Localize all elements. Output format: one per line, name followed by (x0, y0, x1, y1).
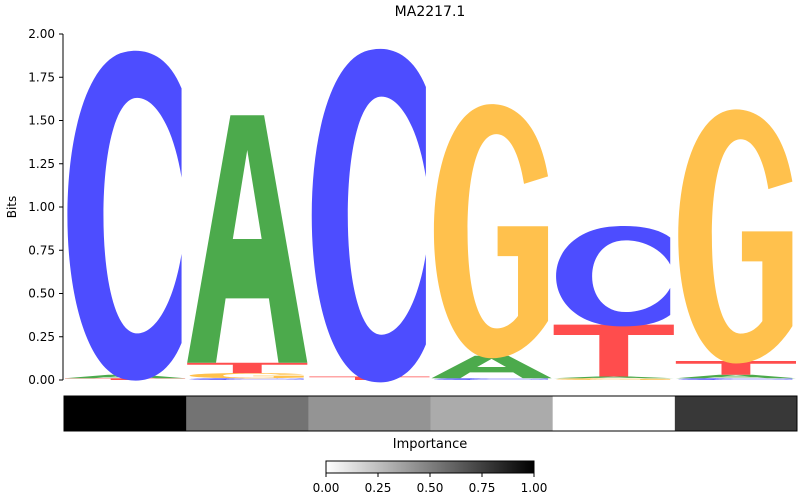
logo-letter-G-pos2 (189, 373, 304, 379)
logo-letter-A-pos4 (431, 355, 552, 379)
importance-cell (552, 396, 676, 431)
importance-cell (64, 396, 187, 431)
logo-letter-C-pos2 (189, 378, 304, 381)
logo-letter-A-pos6 (675, 374, 796, 379)
logo-letter-A-pos5 (553, 376, 674, 379)
y-axis: 0.00 0.25 0.50 0.75 1.00 1.25 1.50 1.75 2.00 (28, 27, 64, 387)
logo-letter-C-pos4 (433, 378, 549, 381)
logo-letter-C-pos5 (556, 226, 671, 327)
logo-letter-C-pos6 (678, 378, 793, 381)
importance-heatmap (63, 395, 798, 432)
y-tick-label: 2.00 (28, 27, 55, 41)
colorbar-tick-label: 0.25 (365, 481, 392, 495)
y-tick-label: 0.50 (28, 287, 55, 301)
logo-letter-C-pos1 (67, 50, 182, 381)
logo-letter-C-pos3 (311, 48, 426, 383)
logo-letter-A-pos1 (65, 374, 186, 379)
colorbar-tick-label: 0.00 (313, 481, 340, 495)
colorbar-tick-label: 0.75 (469, 481, 496, 495)
importance-frame (63, 395, 798, 432)
logo-letter-G-pos5 (556, 378, 671, 381)
y-tick-label: 1.75 (28, 70, 55, 84)
logo-letter-G-pos4 (433, 104, 549, 359)
importance-cell (674, 396, 798, 431)
logo-area (65, 48, 796, 383)
chart-title: MA2217.1 (395, 4, 466, 20)
y-tick-label: 1.00 (28, 200, 55, 214)
logo-letter-T-pos6 (675, 360, 796, 375)
colorbar-gradient (325, 460, 535, 474)
logo-letter-A-pos2 (187, 115, 308, 363)
y-tick-label: 0.00 (28, 373, 55, 387)
importance-label: Importance (393, 437, 468, 452)
importance-colorbar: 0.00 0.25 0.50 0.75 1.00 (313, 460, 548, 495)
logo-letter-T-pos5 (553, 324, 674, 377)
y-tick-label: 0.25 (28, 330, 55, 344)
importance-cell (430, 396, 554, 431)
colorbar-tick-label: 1.00 (521, 481, 548, 495)
importance-cell (186, 396, 309, 431)
importance-cell (308, 396, 431, 431)
y-tick-label: 1.25 (28, 157, 55, 171)
logo-letter-G-pos6 (678, 109, 793, 364)
y-axis-label: Bits (5, 196, 19, 219)
y-tick-label: 0.75 (28, 243, 55, 257)
colorbar-tick-label: 0.50 (417, 481, 444, 495)
logo-letter-T-pos2 (187, 362, 308, 374)
y-tick-label: 1.50 (28, 114, 55, 128)
